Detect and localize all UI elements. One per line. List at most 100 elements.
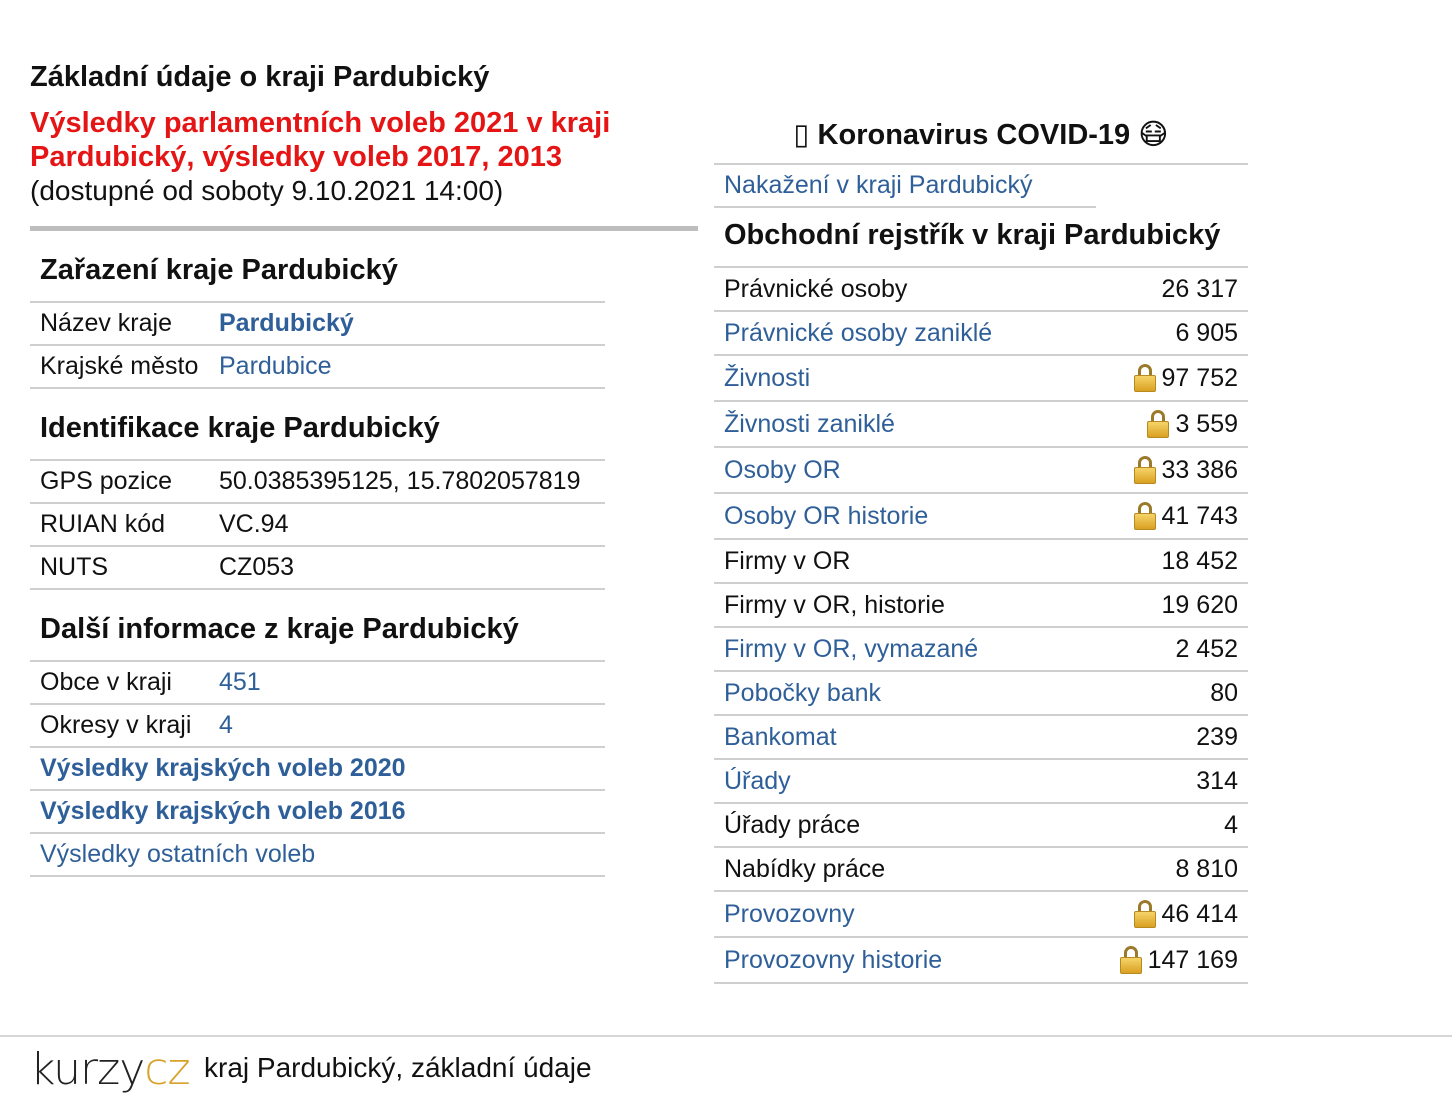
row-label[interactable]: Živnosti zaniklé: [724, 409, 895, 438]
table-row: Provozovny 46 414: [714, 892, 1248, 938]
table-row: GPS pozice 50.0385395125, 15.7802057819: [30, 461, 605, 504]
table-row: Výsledky krajských voleb 2016: [30, 791, 605, 834]
row-number: 41 743: [1161, 501, 1238, 530]
right-panel: ▯ Koronavirus COVID-19 😷 Nakažení v kraj…: [714, 110, 1248, 984]
row-number: 4: [1224, 810, 1238, 839]
left-panel: Základní údaje o kraji Pardubický Výsled…: [30, 58, 698, 877]
row-value: 26 317: [1162, 275, 1238, 304]
kurzy-logo[interactable]: kurzycz: [30, 1044, 191, 1095]
row-label: Nabídky práce: [724, 854, 886, 883]
row-value: 33 386: [1133, 455, 1238, 485]
page-title: Základní údaje o kraji Pardubický: [30, 61, 490, 93]
business-register-table: Právnické osoby 26 317 Právnické osoby zan…: [714, 268, 1248, 984]
row-label[interactable]: Provozovny historie: [724, 945, 943, 974]
row-label[interactable]: Úřady: [724, 766, 791, 795]
row-label: GPS pozice: [40, 467, 173, 495]
table-row: Osoby OR historie 41 743: [714, 494, 1248, 540]
row-value: 314: [1196, 767, 1238, 796]
table-row: Úřady 314: [714, 760, 1248, 804]
row-label[interactable]: Firmy v OR, vymazané: [724, 634, 979, 663]
footer-divider: [0, 1035, 1452, 1037]
covid-heading-text: Koronavirus COVID-19: [817, 119, 1131, 151]
table-row: Bankomat 239: [714, 716, 1248, 760]
regional-city-link[interactable]: Pardubice: [219, 352, 332, 380]
more-info-heading: Další informace z kraje Pardubický: [30, 590, 605, 662]
row-number: 314: [1196, 766, 1238, 795]
row-label[interactable]: Právnické osoby zaniklé: [724, 318, 993, 347]
row-label: NUTS: [40, 553, 109, 581]
table-row: Výsledky krajských voleb 2020: [30, 748, 605, 791]
row-label[interactable]: Pobočky bank: [724, 678, 882, 707]
row-value: 239: [1196, 723, 1238, 752]
row-value: 6 905: [1175, 319, 1238, 348]
row-label: RUIAN kód: [40, 510, 166, 538]
row-number: 97 752: [1161, 363, 1238, 392]
table-row: Krajské město Pardubice: [30, 346, 605, 389]
lock-icon: [1133, 502, 1156, 530]
region-name-link[interactable]: Pardubický: [219, 309, 354, 337]
identification-heading: Identifikace kraje Pardubický: [30, 389, 605, 461]
row-value: 147 169: [1119, 946, 1238, 975]
ruian-value: VC.94: [219, 510, 289, 538]
table-row: Název kraje Pardubický: [30, 303, 605, 346]
table-row: Živnosti zaniklé 3 559: [714, 402, 1248, 448]
table-row: Úřady práce 4: [714, 804, 1248, 848]
regional-elections-2016-link[interactable]: Výsledky krajských voleb 2016: [40, 797, 406, 825]
row-label: Obce v kraji: [40, 668, 172, 696]
row-label[interactable]: Živnosti: [724, 363, 811, 392]
table-row: Osoby OR 33 386: [714, 448, 1248, 494]
lock-icon: [1119, 946, 1142, 974]
footer-text: kraj Pardubický, základní údaje: [204, 1052, 592, 1083]
election-results-link[interactable]: Výsledky parlamentních voleb 2021 v kraj…: [30, 107, 611, 173]
face-mask-icon: 😷: [1138, 119, 1169, 151]
row-label: Úřady práce: [724, 810, 861, 839]
table-row: Okresy v kraji 4: [30, 705, 605, 748]
row-number: 2 452: [1175, 634, 1238, 663]
row-value: 3 559: [1147, 410, 1238, 439]
lock-icon: [1133, 456, 1156, 484]
row-number: 33 386: [1161, 455, 1238, 484]
table-row: Obce v kraji 451: [30, 662, 605, 705]
covid-heading: ▯ Koronavirus COVID-19 😷: [714, 110, 1248, 165]
classification-heading: Zařazení kraje Pardubický: [30, 231, 605, 303]
table-row: Firmy v OR 18 452: [714, 540, 1248, 584]
table-row: Pobočky bank 80: [714, 672, 1248, 716]
row-value: 46 414: [1133, 899, 1238, 929]
row-number: 8 810: [1175, 854, 1238, 883]
row-label: Název kraje: [40, 309, 172, 337]
row-number: 6 905: [1175, 318, 1238, 347]
row-number: 239: [1196, 722, 1238, 751]
nuts-value: CZ053: [219, 553, 295, 581]
availability-note: (dostupné od soboty 9.10.2021 14:00): [30, 175, 504, 206]
row-label[interactable]: Provozovny: [724, 899, 855, 928]
table-row: Živnosti 97 752: [714, 356, 1248, 402]
gps-value: 50.0385395125, 15.7802057819: [219, 467, 581, 495]
classification-section: Zařazení kraje Pardubický Název kraje Pa…: [30, 231, 605, 877]
row-value: 80: [1210, 679, 1238, 708]
table-row: Nabídky práce 8 810: [714, 848, 1248, 892]
row-label[interactable]: Bankomat: [724, 722, 837, 751]
row-value: 18 452: [1162, 547, 1238, 576]
municipalities-count-link[interactable]: 451: [219, 668, 261, 696]
table-row: Provozovny historie 147 169: [714, 938, 1248, 984]
row-number: 19 620: [1161, 590, 1238, 619]
divider: [30, 226, 698, 231]
row-label[interactable]: Osoby OR historie: [724, 501, 929, 530]
row-number: 46 414: [1161, 899, 1238, 928]
row-number: 80: [1210, 678, 1238, 707]
table-row: RUIAN kód VC.94: [30, 504, 605, 547]
districts-count-link[interactable]: 4: [219, 711, 233, 739]
row-number: 18 452: [1161, 546, 1238, 575]
row-number: 26 317: [1161, 274, 1238, 303]
table-row: Právnické osoby 26 317: [714, 268, 1248, 312]
lock-icon: [1133, 364, 1156, 392]
row-value: 97 752: [1133, 363, 1238, 393]
covid-infected-link[interactable]: Nakažení v kraji Pardubický: [714, 165, 1096, 208]
row-label: Firmy v OR, historie: [724, 590, 945, 619]
business-register-heading: Obchodní rejstřík v kraji Pardubický: [714, 208, 1248, 268]
other-elections-link[interactable]: Výsledky ostatních voleb: [40, 840, 316, 868]
row-value: 4: [1224, 811, 1238, 840]
row-number: 3 559: [1175, 409, 1238, 438]
regional-elections-2020-link[interactable]: Výsledky krajských voleb 2020: [40, 754, 406, 782]
row-label[interactable]: Osoby OR: [724, 455, 841, 484]
